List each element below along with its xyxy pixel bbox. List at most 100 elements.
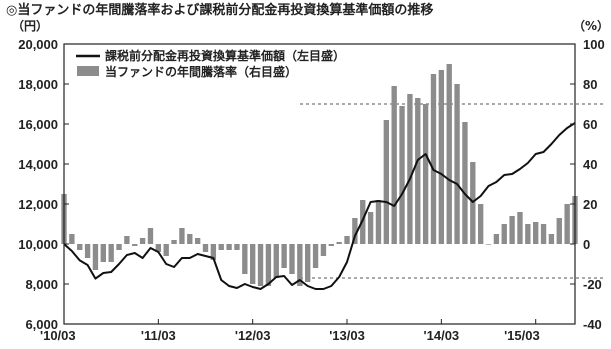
left-tick-label-5: 10,000 <box>18 237 58 252</box>
bar-20 <box>218 244 224 250</box>
x-tick-label-0: '10/03 <box>40 328 76 343</box>
bar-37 <box>352 218 358 244</box>
left-tick-label-1: 18,000 <box>18 77 58 92</box>
x-axis-ticks: '10/03 '11/03 '12/03 '13/03 '14/03 '15/03 <box>40 319 540 343</box>
bar-12 <box>155 244 162 252</box>
bar-49 <box>446 64 452 244</box>
bar-32 <box>312 244 319 268</box>
bar-29 <box>289 244 295 274</box>
bar-9 <box>132 244 138 246</box>
bar-30 <box>297 244 303 286</box>
plot-frame <box>63 43 576 325</box>
bar-59 <box>525 224 531 244</box>
bar-34 <box>328 244 334 246</box>
bar-58 <box>517 212 523 244</box>
right-axis-unit: （%） <box>573 18 609 33</box>
left-tick-label-6: 8,000 <box>25 277 58 292</box>
bar-13 <box>163 244 169 256</box>
bar-22 <box>234 244 240 250</box>
bar-31 <box>305 244 311 282</box>
bar-43 <box>399 106 405 244</box>
bar-1 <box>69 234 75 244</box>
right-tick-label-7: -40 <box>583 317 602 332</box>
bar-5 <box>100 244 106 262</box>
bar-23 <box>242 244 248 274</box>
left-tick-label-3: 14,000 <box>18 157 58 172</box>
line-series-nav <box>63 122 576 290</box>
bar-41 <box>383 120 389 244</box>
bar-52 <box>470 162 476 244</box>
right-tick-label-3: 40 <box>583 157 597 172</box>
bar-53 <box>477 204 484 244</box>
bar-40 <box>375 200 382 244</box>
bar-36 <box>344 236 350 244</box>
bar-14 <box>171 240 177 244</box>
x-tick-label-1: '11/03 <box>141 328 176 343</box>
left-tick-label-2: 16,000 <box>18 117 58 132</box>
bar-26 <box>265 244 272 286</box>
bar-61 <box>540 224 547 244</box>
bar-64 <box>564 204 570 244</box>
reference-lines <box>300 103 605 279</box>
bar-42 <box>391 86 397 244</box>
bar-57 <box>509 216 515 244</box>
left-tick-label-7: 6,000 <box>25 317 58 332</box>
right-tick-label-2: 60 <box>583 117 597 132</box>
bar-4 <box>92 244 99 270</box>
bar-48 <box>438 70 445 244</box>
bar-10 <box>139 238 146 244</box>
bar-21 <box>226 244 232 250</box>
bar-33 <box>320 244 327 256</box>
bar-55 <box>493 234 500 244</box>
bar-16 <box>187 234 193 244</box>
bar-50 <box>454 84 460 244</box>
bar-24 <box>250 244 256 284</box>
bar-62 <box>548 234 555 244</box>
bar-8 <box>124 236 130 244</box>
x-tick-label-3: '13/03 <box>329 328 365 343</box>
bar-28 <box>281 244 287 268</box>
legend-label-nav: 課税前分配金再投資換算基準価額（左目盛） <box>105 48 345 63</box>
bar-46 <box>422 104 429 244</box>
right-tick-label-6: -20 <box>583 277 602 292</box>
bar-15 <box>179 228 185 244</box>
bar-3 <box>84 244 91 258</box>
right-tick-label-5: 0 <box>583 237 590 252</box>
bar-47 <box>430 74 437 244</box>
bar-7 <box>116 244 122 250</box>
axes <box>63 43 576 325</box>
x-tick-label-4: '14/03 <box>424 328 460 343</box>
right-axis-ticks: 100 80 60 40 20 0 -20 -40 <box>570 37 605 332</box>
nav-line <box>63 122 576 290</box>
bar-44 <box>407 94 413 244</box>
bar-35 <box>336 242 342 244</box>
x-tick-label-5: '15/03 <box>504 328 540 343</box>
bar-27 <box>273 244 279 278</box>
left-tick-label-0: 20,000 <box>18 37 58 52</box>
bar-54 <box>485 244 492 245</box>
left-tick-label-4: 12,000 <box>18 197 58 212</box>
chart-title: ◎当ファンドの年間騰落率および課税前分配金再投資換算基準価額の推移 <box>6 2 433 18</box>
bar-45 <box>415 98 421 244</box>
bar-19 <box>210 244 217 260</box>
right-tick-label-1: 80 <box>583 77 597 92</box>
legend-bar-swatch <box>77 66 99 76</box>
bar-17 <box>194 238 201 244</box>
left-axis-unit: （円） <box>12 18 48 33</box>
right-tick-label-4: 20 <box>583 197 597 212</box>
x-tick-label-2: '12/03 <box>235 328 271 343</box>
bar-25 <box>257 244 264 286</box>
right-tick-label-0: 100 <box>583 37 605 52</box>
bar-11 <box>147 228 154 244</box>
bar-51 <box>462 122 468 244</box>
bar-60 <box>533 222 539 244</box>
bar-2 <box>77 244 83 250</box>
bar-63 <box>556 218 562 244</box>
bar-series-annual-return <box>61 64 578 286</box>
bar-56 <box>501 224 507 244</box>
bar-18 <box>202 244 209 252</box>
legend-label-return: 当ファンドの年間騰落率（右目盛） <box>105 64 297 79</box>
legend: 課税前分配金再投資換算基準価額（左目盛） 当ファンドの年間騰落率（右目盛） <box>76 48 345 79</box>
bar-39 <box>367 212 374 244</box>
